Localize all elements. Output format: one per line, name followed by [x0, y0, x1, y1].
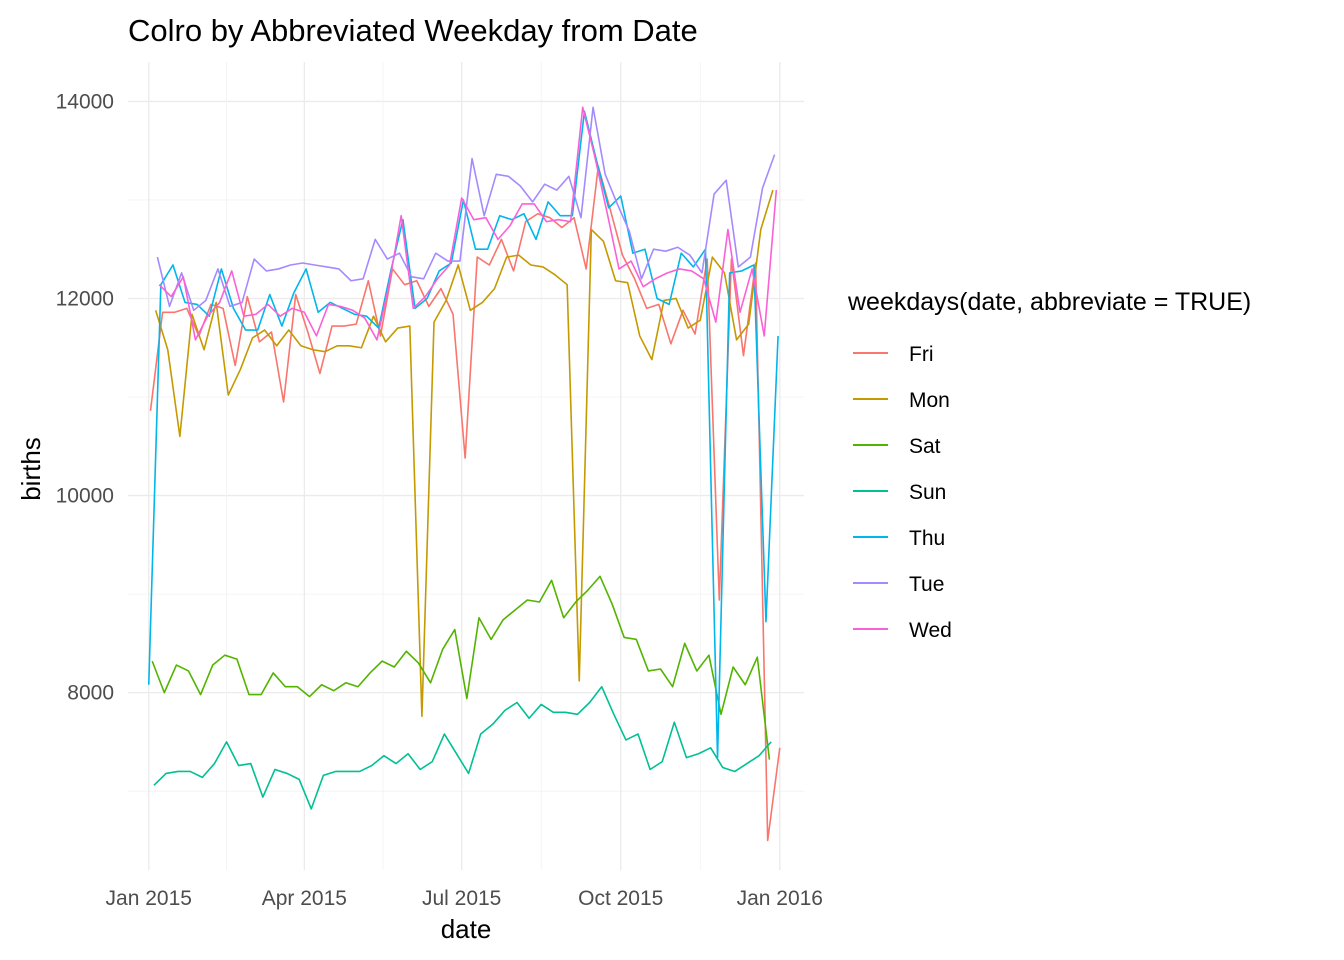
y-tick-label: 12000	[56, 287, 114, 310]
x-axis-title: date	[441, 914, 492, 944]
legend-item-thu: Thu	[853, 527, 945, 550]
y-tick-label: 10000	[56, 485, 114, 508]
legend-label: Sat	[909, 435, 941, 458]
legend-label: Mon	[909, 389, 950, 412]
legend-label: Sun	[909, 481, 946, 504]
x-axis: Jan 2015 Apr 2015 Jul 2015 Oct 2015 Jan 2016	[106, 887, 823, 910]
series-line-fri	[149, 165, 781, 842]
series-line-sat	[151, 575, 771, 760]
legend: weekdays(date, abbreviate = TRUE) Fri Mon…	[847, 288, 1251, 642]
legend-label: Tue	[909, 573, 944, 596]
legend-items: Fri Mon Sat Sun Thu Tue Wed	[853, 343, 952, 642]
legend-label: Wed	[909, 619, 952, 642]
chart-title: Colro by Abbreviated Weekday from Date	[128, 13, 698, 48]
legend-label: Fri	[909, 343, 934, 366]
series-line-sun	[153, 685, 772, 810]
y-axis-title: births	[16, 437, 46, 501]
legend-item-sun: Sun	[853, 481, 946, 504]
series-group	[147, 106, 781, 842]
legend-item-tue: Tue	[853, 573, 944, 596]
grid	[128, 62, 804, 870]
y-tick-label: 8000	[67, 682, 114, 705]
series-line-tue	[156, 106, 776, 312]
legend-item-mon: Mon	[853, 389, 950, 412]
x-tick-label: Oct 2015	[578, 887, 663, 910]
y-tick-label: 14000	[56, 90, 114, 113]
x-tick-label: Jul 2015	[422, 887, 501, 910]
legend-title: weekdays(date, abbreviate = TRUE)	[847, 288, 1251, 316]
series-line-wed	[158, 106, 778, 341]
y-axis: 8000 10000 12000 14000	[56, 90, 114, 704]
legend-item-wed: Wed	[853, 619, 952, 642]
legend-item-sat: Sat	[853, 435, 941, 458]
legend-label: Thu	[909, 527, 945, 550]
x-tick-label: Apr 2015	[262, 887, 347, 910]
x-tick-label: Jan 2016	[737, 887, 823, 910]
x-tick-label: Jan 2015	[106, 887, 192, 910]
legend-item-fri: Fri	[853, 343, 934, 366]
